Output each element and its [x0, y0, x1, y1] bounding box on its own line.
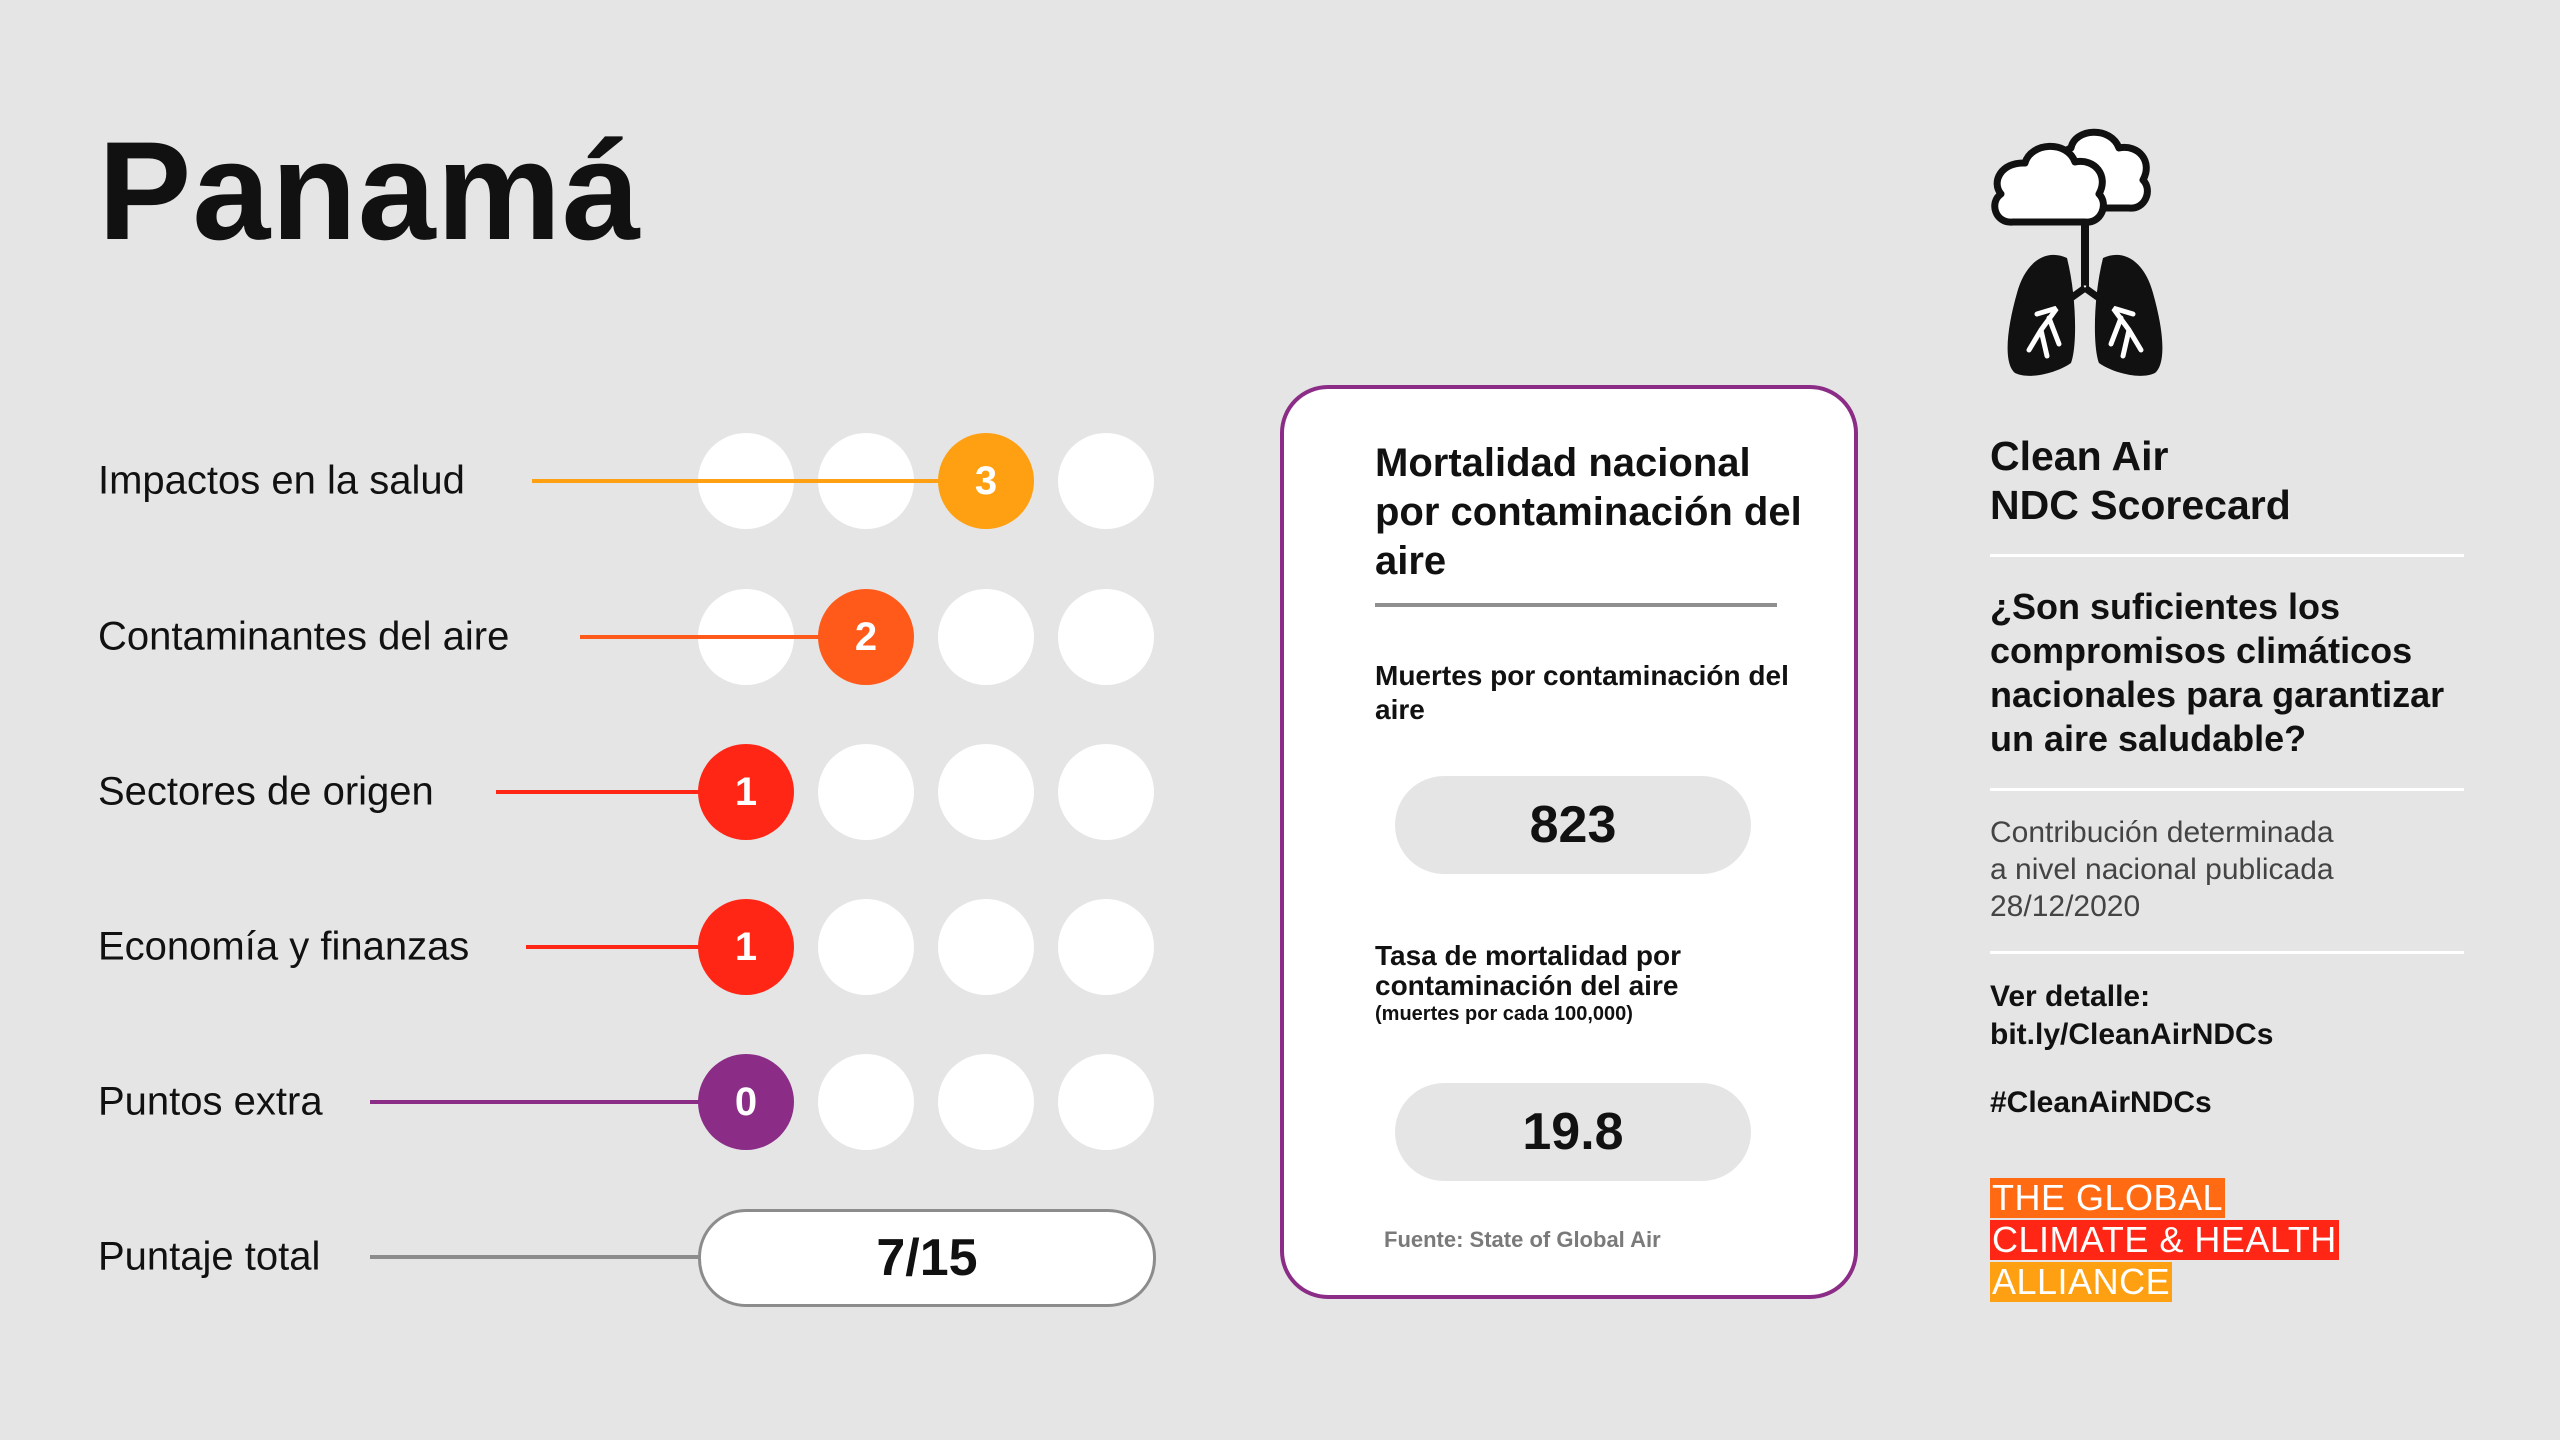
ndc-publication: Contribución determinada a nivel naciona…: [1990, 814, 2470, 925]
score-dot-empty: [1058, 589, 1154, 685]
score-connector-line: [496, 790, 746, 794]
rate-label: Tasa de mortalidad por contaminación del…: [1375, 940, 1681, 1001]
scorecard-title-line2: NDC Scorecard: [1990, 482, 2291, 528]
score-row: Economía y finanzas 1: [0, 897, 1200, 997]
cloud-lungs-icon: [1991, 128, 2163, 376]
card-divider: [1375, 603, 1777, 607]
score-connector-line: [370, 1100, 746, 1104]
ghca-logo-line1: THE GLOBAL: [1990, 1177, 2226, 1218]
score-dot-empty: [1058, 1054, 1154, 1150]
deaths-value: 823: [1395, 776, 1751, 874]
score-row-label: Economía y finanzas: [98, 924, 484, 970]
total-row: Puntaje total 7/15: [0, 1207, 1200, 1307]
score-marker: 1: [698, 899, 794, 995]
score-connector-line: [580, 635, 866, 639]
score-dot-empty: [1058, 744, 1154, 840]
score-row-label: Contaminantes del aire: [98, 614, 524, 660]
detail-block: Ver detalle: bit.ly/CleanAirNDCs: [1990, 978, 2470, 1054]
scorecard-question: ¿Son suficientes los compromisos climáti…: [1990, 586, 2445, 759]
ghca-logo-line3: ALLIANCE: [1990, 1261, 2173, 1302]
score-marker: 3: [938, 433, 1034, 529]
score-dot-empty: [818, 1054, 914, 1150]
sidebar-divider: [1990, 554, 2464, 557]
rate-value: 19.8: [1395, 1083, 1751, 1181]
ndc-publication-date: 28/12/2020: [1990, 890, 2141, 923]
score-dot-empty: [1058, 433, 1154, 529]
rate-label-block: Tasa de mortalidad por contaminación del…: [1375, 941, 1815, 1027]
score-dot-empty: [938, 1054, 1034, 1150]
score-marker: 1: [698, 744, 794, 840]
ndc-publication-line2: a nivel nacional publicada: [1990, 853, 2334, 886]
score-connector-line: [532, 479, 986, 483]
hashtag: #CleanAirNDCs: [1990, 1086, 2212, 1119]
detail-link[interactable]: bit.ly/CleanAirNDCs: [1990, 1018, 2274, 1051]
score-dot-empty: [938, 744, 1034, 840]
ghca-logo-line2: CLIMATE & HEALTH: [1990, 1219, 2339, 1260]
total-score-box: 7/15: [698, 1209, 1156, 1307]
card-source: Fuente: State of Global Air: [1384, 1227, 1661, 1252]
score-connector-line: [526, 945, 746, 949]
score-row: Puntos extra 0: [0, 1052, 1200, 1152]
score-row-label: Impactos en la salud: [98, 458, 479, 504]
mortality-card: Mortalidad nacional por contaminación de…: [1280, 385, 1858, 1299]
detail-label: Ver detalle:: [1990, 980, 2151, 1013]
score-row: Sectores de origen 1: [0, 742, 1200, 842]
card-title: Mortalidad nacional por contaminación de…: [1375, 441, 1802, 583]
score-row: Contaminantes del aire 2: [0, 587, 1200, 687]
ndc-publication-line1: Contribución determinada: [1990, 816, 2334, 849]
score-marker: 2: [818, 589, 914, 685]
score-dot-empty: [818, 899, 914, 995]
sidebar-divider: [1990, 788, 2464, 791]
rate-note: (muertes por cada 100,000): [1375, 1003, 1633, 1025]
score-row-label: Sectores de origen: [98, 769, 448, 815]
deaths-label: Muertes por contaminación del aire: [1375, 660, 1789, 725]
score-dot-empty: [938, 899, 1034, 995]
score-row: Impactos en la salud 3: [0, 431, 1200, 531]
score-dot-empty: [1058, 899, 1154, 995]
country-title: Panamá: [98, 112, 641, 269]
scorecard-title-line1: Clean Air: [1990, 433, 2169, 479]
score-row-label: Puntos extra: [98, 1079, 337, 1125]
score-dot-empty: [938, 589, 1034, 685]
ghca-logo: THE GLOBAL CLIMATE & HEALTH ALLIANCE: [1990, 1178, 2339, 1304]
score-marker: 0: [698, 1054, 794, 1150]
score-dot-empty: [818, 744, 914, 840]
scorecard-title: Clean Air NDC Scorecard: [1990, 432, 2470, 530]
sidebar-divider: [1990, 951, 2464, 954]
total-label: Puntaje total: [98, 1234, 335, 1280]
total-connector-line: [370, 1255, 700, 1259]
